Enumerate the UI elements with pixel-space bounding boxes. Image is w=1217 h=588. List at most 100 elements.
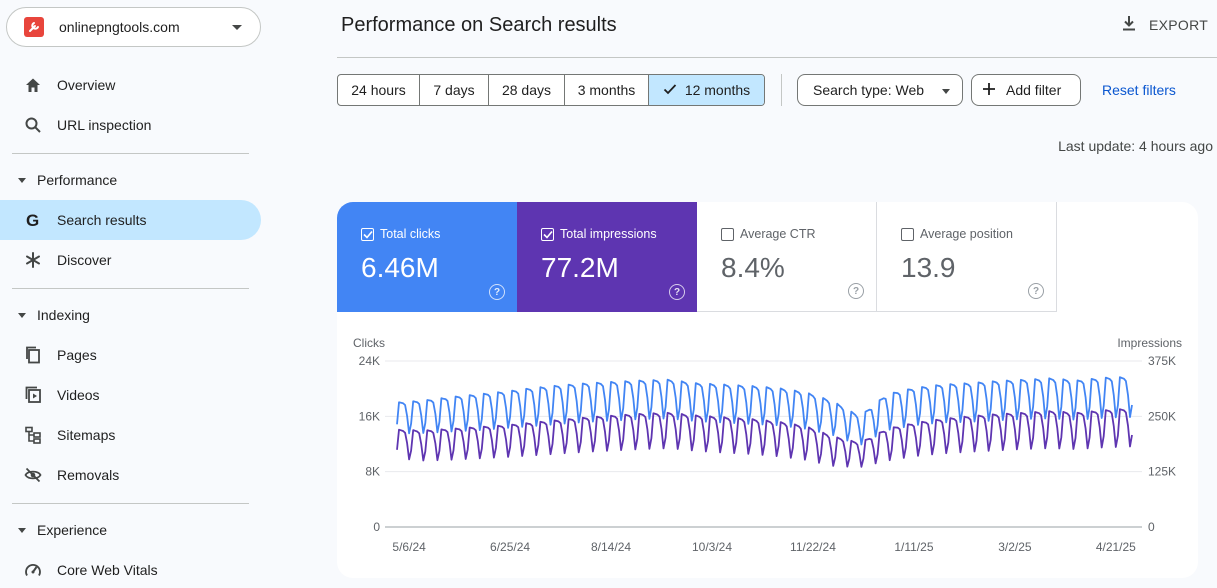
range-28-days[interactable]: 28 days — [489, 75, 565, 105]
filter-separator — [781, 74, 782, 106]
sidebar-item-core-web-vitals[interactable]: Core Web Vitals — [0, 550, 261, 588]
checkbox-checked-icon[interactable] — [541, 227, 554, 241]
sidebar-item-label: Videos — [57, 387, 100, 403]
checkbox-unchecked-icon[interactable] — [721, 227, 734, 241]
search-type-label: Search type: Web — [813, 82, 925, 98]
left-tick-label: 8K — [365, 465, 380, 479]
metric-label: Average CTR — [740, 227, 816, 241]
right-tick-label: 375K — [1148, 354, 1176, 368]
range-3-months[interactable]: 3 months — [565, 75, 649, 105]
sidebar-item-videos[interactable]: Videos — [0, 375, 261, 415]
left-tick-label: 0 — [373, 520, 380, 534]
range-24-hours[interactable]: 24 hours — [338, 75, 420, 105]
help-icon[interactable]: ? — [489, 284, 505, 300]
sidebar-item-label: Search results — [57, 212, 147, 228]
left-tick-label: 24K — [359, 354, 380, 368]
collapse-triangle-icon — [18, 527, 26, 533]
sidebar-item-discover[interactable]: Discover — [0, 240, 261, 280]
sidebar-item-label: Sitemaps — [57, 427, 116, 443]
svg-text:G: G — [26, 211, 39, 229]
metric-value: 8.4% — [721, 252, 785, 283]
metric-total-impressions[interactable]: Total impressions 77.2M ? — [517, 202, 697, 312]
metric-value: 6.46M — [361, 252, 439, 283]
search-type-dropdown[interactable]: Search type: Web — [797, 74, 963, 106]
range-label: 24 hours — [351, 82, 406, 98]
sidebar-divider — [12, 153, 249, 154]
sidebar: onlinepngtools.com Overview URL inspecti… — [0, 0, 270, 588]
performance-chart[interactable]: Clicks Impressions 0 0 8K 125K 16K 250K 24K 375… — [337, 327, 1198, 567]
search-icon — [23, 115, 43, 135]
visibility-off-icon — [23, 465, 43, 485]
metric-label: Total clicks — [380, 227, 441, 241]
metric-average-position[interactable]: Average position 13.9 ? — [877, 202, 1057, 312]
add-filter-button[interactable]: Add filter — [971, 74, 1081, 106]
metric-value: 77.2M — [541, 252, 619, 283]
range-label: 12 months — [684, 82, 751, 98]
range-7-days[interactable]: 7 days — [420, 75, 489, 105]
range-12-months[interactable]: 12 months — [649, 75, 764, 105]
range-label: 3 months — [577, 82, 636, 98]
right-axis-label: Impressions — [1117, 336, 1182, 350]
check-icon — [663, 82, 677, 98]
section-label: Performance — [37, 172, 118, 188]
sidebar-item-label: Overview — [57, 77, 116, 93]
add-filter-label: Add filter — [1006, 82, 1062, 98]
left-tick-label: 16K — [359, 409, 380, 423]
sidebar-item-label: Core Web Vitals — [57, 562, 158, 578]
section-experience[interactable]: Experience — [0, 515, 107, 545]
x-tick-label: 8/14/24 — [591, 540, 631, 554]
x-tick-label: 3/2/25 — [998, 540, 1032, 554]
property-name: onlinepngtools.com — [59, 19, 180, 35]
home-icon — [23, 75, 43, 95]
sidebar-divider — [12, 503, 249, 504]
x-tick-label: 5/6/24 — [392, 540, 426, 554]
property-selector[interactable]: onlinepngtools.com — [6, 7, 261, 47]
collapse-triangle-icon — [18, 312, 26, 318]
right-tick-label: 250K — [1148, 409, 1176, 423]
plus-icon — [982, 82, 996, 99]
sidebar-item-label: Discover — [57, 252, 112, 268]
help-icon[interactable]: ? — [1028, 283, 1044, 299]
caret-down-icon — [942, 89, 950, 94]
series-line-impressions — [396, 408, 1133, 468]
last-update-text: Last update: 4 hours ago — [1058, 138, 1213, 154]
sidebar-item-label: Removals — [57, 467, 120, 483]
series-line-clicks — [396, 376, 1133, 446]
export-label: EXPORT — [1149, 16, 1209, 33]
page-title: Performance on Search results — [341, 14, 617, 36]
help-icon[interactable]: ? — [669, 284, 685, 300]
date-range-selector: 24 hours 7 days 28 days 3 months 12 mont… — [337, 74, 765, 106]
section-performance[interactable]: Performance — [0, 165, 117, 195]
x-tick-label: 6/25/24 — [490, 540, 530, 554]
metric-label: Total impressions — [560, 227, 657, 241]
sidebar-item-overview[interactable]: Overview — [0, 65, 261, 105]
checkbox-unchecked-icon[interactable] — [901, 227, 914, 241]
video-icon — [23, 385, 43, 405]
sidebar-item-label: URL inspection — [57, 117, 152, 133]
x-tick-label: 11/22/24 — [790, 540, 836, 554]
right-tick-label: 0 — [1148, 520, 1155, 534]
sidebar-item-label: Pages — [57, 347, 97, 363]
chart-grid — [385, 360, 1142, 528]
metric-average-ctr[interactable]: Average CTR 8.4% ? — [697, 202, 877, 312]
sidebar-item-url-inspection[interactable]: URL inspection — [0, 105, 261, 145]
reset-filters-link[interactable]: Reset filters — [1102, 82, 1176, 98]
sidebar-item-pages[interactable]: Pages — [0, 335, 261, 375]
right-tick-label: 125K — [1148, 465, 1176, 479]
checkbox-checked-icon[interactable] — [361, 227, 374, 241]
help-icon[interactable]: ? — [848, 283, 864, 299]
range-label: 28 days — [501, 82, 552, 98]
metric-total-clicks[interactable]: Total clicks 6.46M ? — [337, 202, 517, 312]
property-logo-icon — [24, 17, 44, 37]
metric-label: Average position — [920, 227, 1013, 241]
x-tick-label: 10/3/24 — [692, 540, 732, 554]
asterisk-icon — [23, 250, 43, 270]
speed-gauge-icon — [23, 560, 43, 580]
x-tick-label: 4/21/25 — [1096, 540, 1136, 554]
sidebar-item-sitemaps[interactable]: Sitemaps — [0, 415, 261, 455]
sidebar-item-removals[interactable]: Removals — [0, 455, 261, 495]
section-indexing[interactable]: Indexing — [0, 300, 90, 330]
sidebar-item-search-results[interactable]: G Search results — [0, 200, 261, 240]
export-button[interactable]: EXPORT — [1120, 14, 1208, 35]
header-divider — [337, 57, 1217, 58]
